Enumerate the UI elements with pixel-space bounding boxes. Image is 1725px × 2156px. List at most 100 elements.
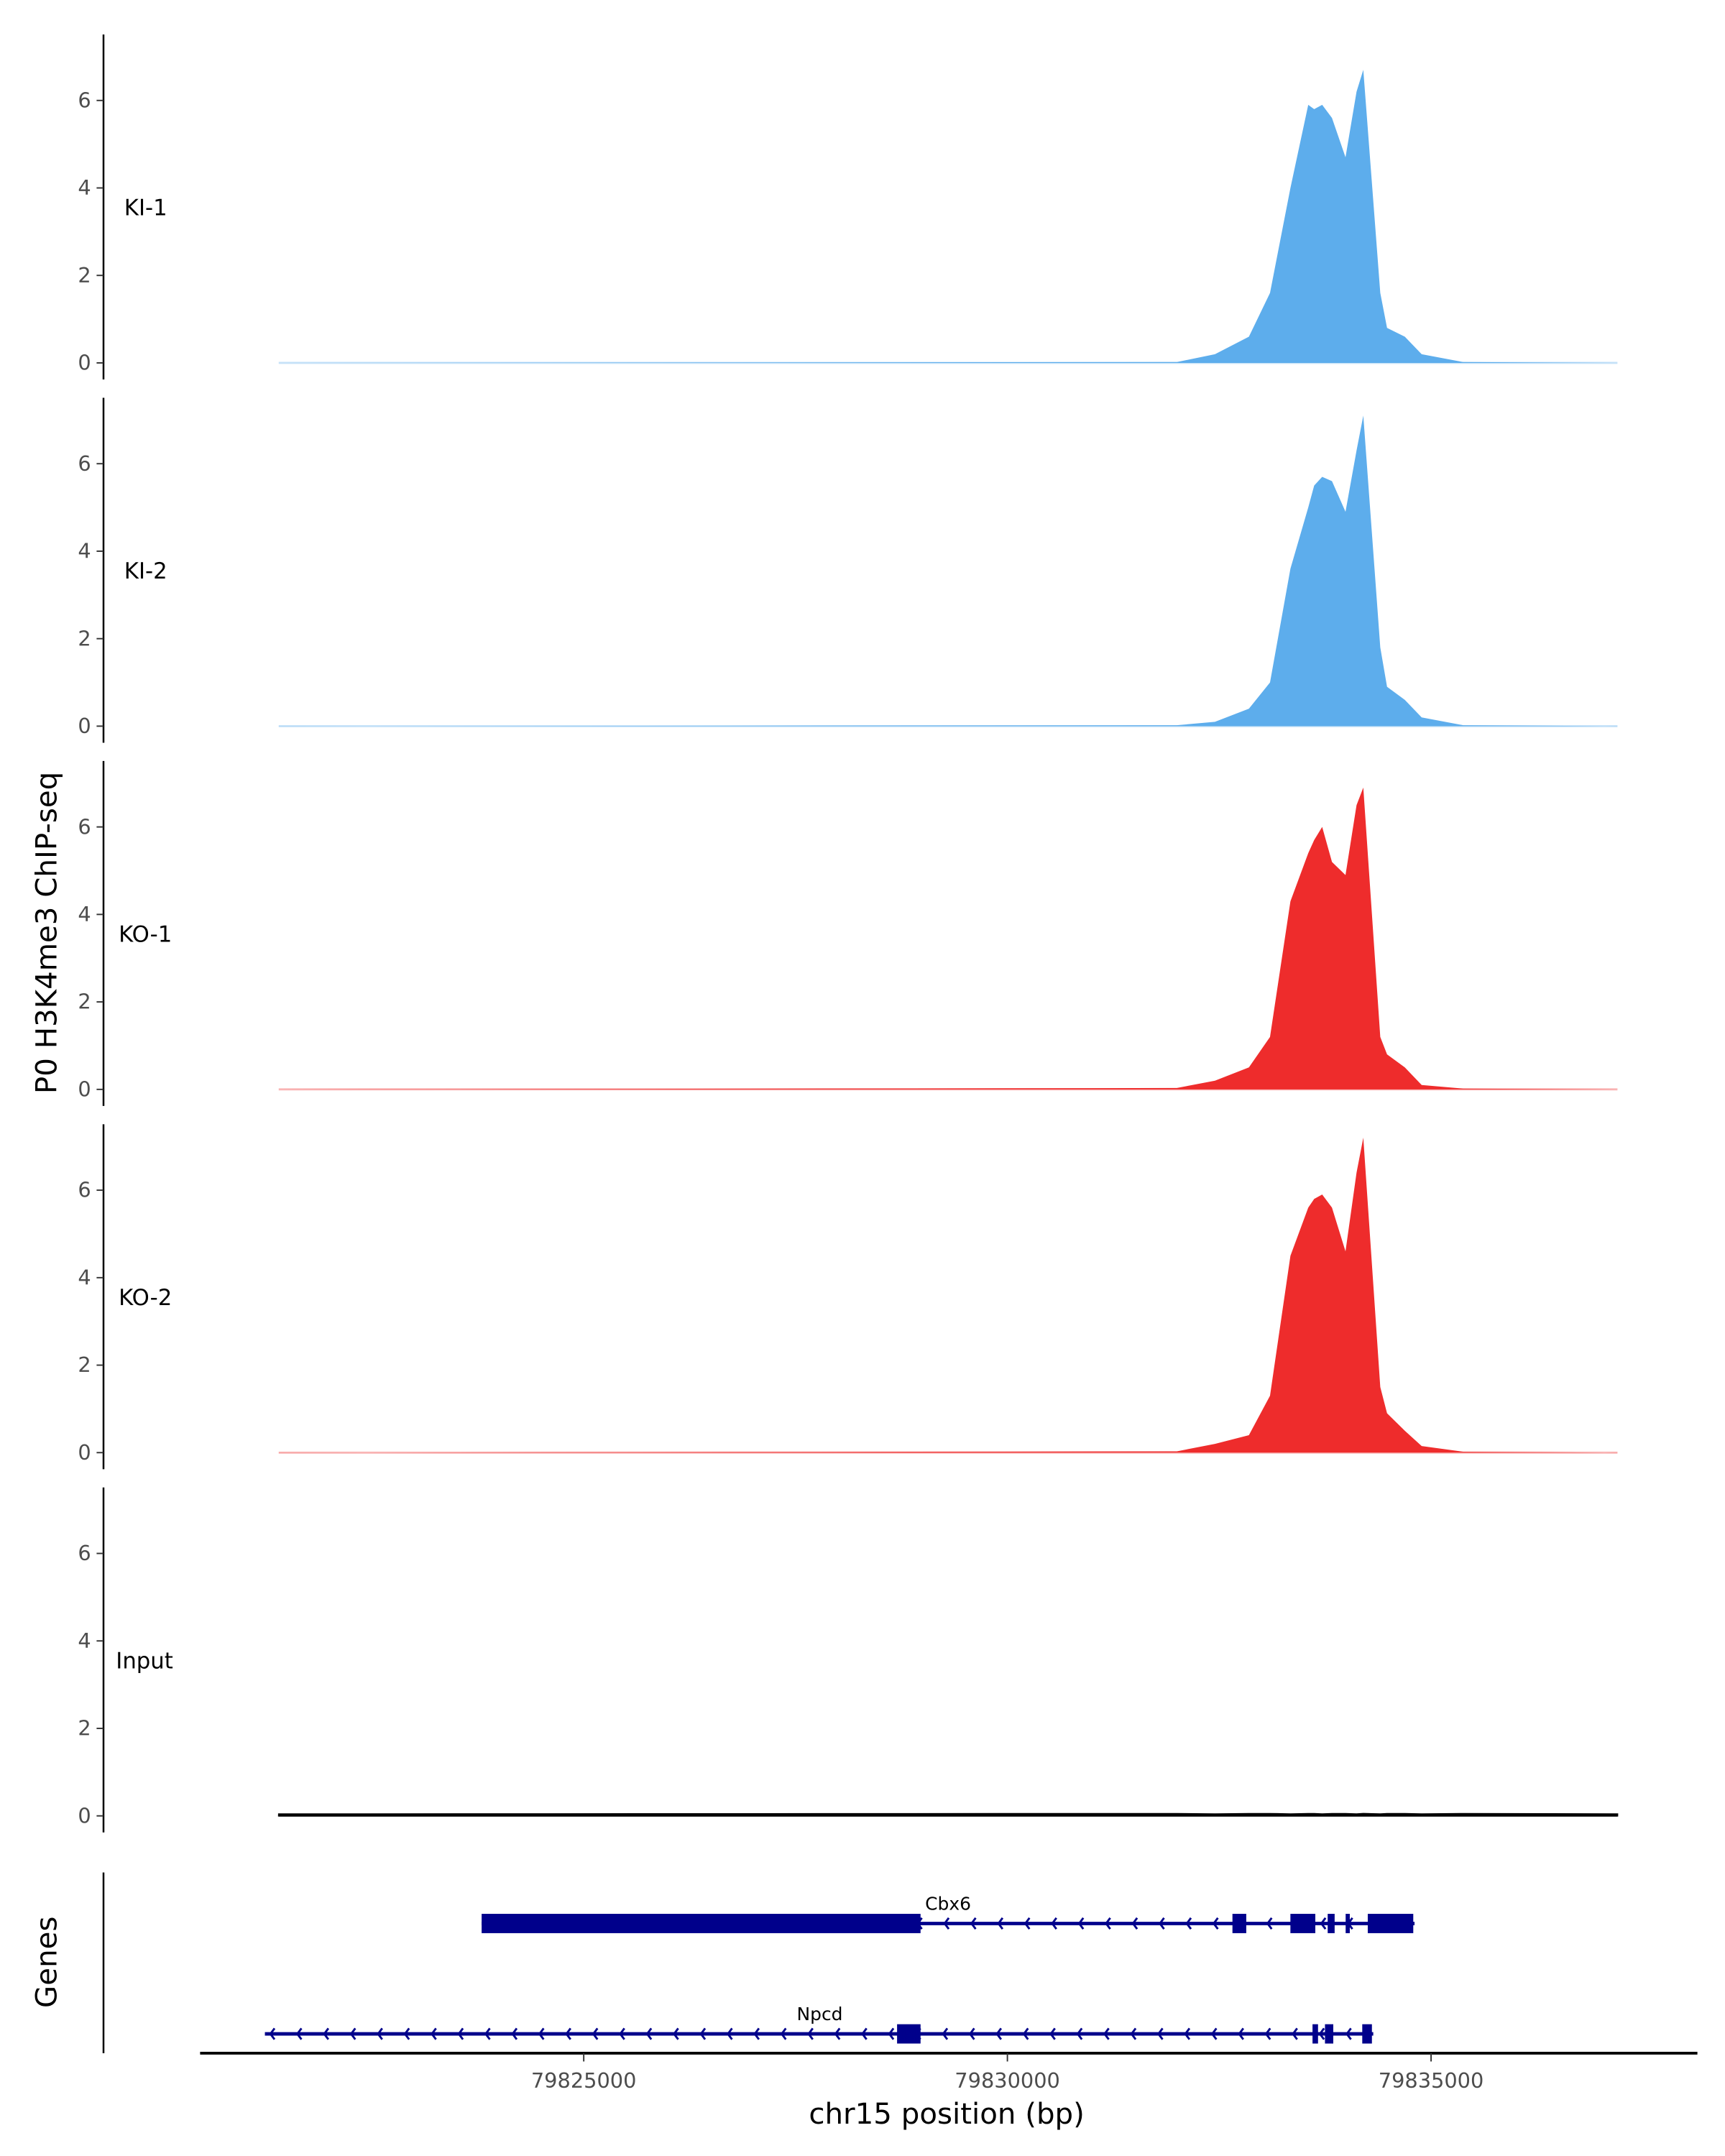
strand-arrow	[1131, 1917, 1138, 1930]
y-tick-label: 0	[78, 1440, 91, 1465]
strand-arrow	[1238, 2027, 1244, 2040]
y-axis-title: P0 H3K4me3 ChIP-seq	[30, 772, 64, 1094]
x-axis-title: chr15 position (bp)	[809, 2097, 1085, 2131]
gene-name: Cbx6	[925, 1893, 971, 1914]
y-tick-label: 2	[78, 1353, 91, 1377]
track-ko-2: 0 2 4 6 KO-2	[78, 1124, 1618, 1470]
y-tick-label: 6	[78, 88, 91, 112]
strand-arrow	[1024, 1917, 1031, 1930]
strand-arrow	[1212, 1917, 1219, 1930]
strand-arrow	[1076, 2027, 1083, 2040]
strand-arrow	[1051, 1917, 1057, 1930]
exon	[1325, 2024, 1333, 2044]
track-ki-2: 0 2 4 6 KI-2	[78, 397, 1618, 743]
x-tick-label: 79825000	[531, 2068, 637, 2093]
y-tick-label: 2	[78, 990, 91, 1014]
strand-arrow	[1264, 2027, 1271, 2040]
y-tick-label: 0	[78, 714, 91, 738]
signal-area	[278, 70, 1618, 363]
strand-arrow	[888, 2027, 895, 2040]
track-label: KI-2	[124, 558, 167, 584]
strand-arrow	[995, 2027, 1003, 2040]
track-label: Input	[116, 1648, 173, 1674]
exon	[1312, 2024, 1318, 2044]
strand-arrow	[645, 2027, 653, 2040]
strand-arrow	[673, 2027, 679, 2040]
strand-arrow	[1185, 1917, 1192, 1930]
track-label: KO-2	[119, 1285, 172, 1311]
strand-arrow	[1156, 2027, 1164, 2040]
track-label: KO-1	[119, 921, 172, 947]
strand-arrow	[943, 1917, 950, 1930]
track-label: KI-1	[124, 195, 167, 221]
strand-arrow	[1292, 2027, 1298, 2040]
x-tick-label: 79835000	[1379, 2068, 1484, 2093]
gene-cbx6: Cbx6	[482, 1893, 1415, 1933]
strand-arrow	[295, 2027, 303, 2040]
y-tick-label: 4	[78, 539, 91, 563]
exon	[482, 1914, 921, 1933]
strand-arrow	[970, 1917, 977, 1930]
strand-arrow	[1266, 1917, 1273, 1930]
strand-arrow	[753, 2027, 760, 2040]
strand-arrow	[1346, 2027, 1352, 2040]
strand-arrow	[968, 2027, 975, 2040]
y-tick-label: 4	[78, 1265, 91, 1289]
strand-arrow	[349, 2027, 356, 2040]
strand-arrow	[699, 2027, 707, 2040]
exon	[897, 2024, 921, 2044]
exon	[1362, 2024, 1372, 2044]
strand-arrow	[861, 2027, 868, 2040]
strand-arrow	[1077, 1917, 1085, 1930]
signal-area	[278, 1138, 1618, 1453]
signal-area	[277, 1812, 1619, 1817]
strand-arrow	[942, 2027, 949, 2040]
strand-arrow	[780, 2027, 787, 2040]
y-tick-label: 0	[78, 1803, 91, 1828]
track-ko-1: 0 2 4 6 KO-1	[78, 760, 1618, 1106]
strand-arrow	[726, 2027, 733, 2040]
strand-arrow	[1105, 1917, 1111, 1930]
strand-arrow	[484, 2027, 491, 2040]
strand-arrow	[377, 2027, 383, 2040]
y-tick-label: 6	[78, 1541, 91, 1565]
y-tick-label: 2	[78, 626, 91, 650]
gene-npcd: Npcd	[264, 2004, 1374, 2044]
strand-arrow	[565, 2027, 571, 2040]
strand-arrow	[269, 2027, 276, 2040]
track-ki-1: 0 2 4 6 KI-1	[78, 34, 1618, 379]
y-tick-label: 6	[78, 814, 91, 839]
x-tick-label: 79830000	[954, 2068, 1060, 2093]
strand-arrow	[807, 2027, 814, 2040]
strand-arrow	[457, 2027, 464, 2040]
exon	[1328, 1914, 1335, 1933]
y-tick-label: 4	[78, 1628, 91, 1653]
strand-arrow	[1049, 2027, 1056, 2040]
strand-arrow	[592, 2027, 599, 2040]
y-tick-label: 0	[78, 1077, 91, 1101]
y-tick-label: 0	[78, 351, 91, 375]
y-tick-label: 2	[78, 1716, 91, 1741]
strand-arrow	[1210, 2027, 1218, 2040]
strand-arrow	[403, 2027, 410, 2040]
exon	[1290, 1914, 1316, 1933]
track-input: 0 2 4 6 Input	[78, 1487, 1619, 1833]
exon	[1367, 1914, 1414, 1933]
y-tick-label: 4	[78, 175, 91, 200]
strand-arrow	[619, 2027, 625, 2040]
exon	[1346, 1914, 1350, 1933]
y-tick-label: 4	[78, 902, 91, 926]
strand-arrow	[1320, 1917, 1327, 1930]
strand-arrow	[431, 2027, 437, 2040]
strand-arrow	[1103, 2027, 1110, 2040]
signal-area	[278, 787, 1618, 1089]
y-tick-label: 6	[78, 1178, 91, 1202]
strand-arrow	[1022, 2027, 1029, 2040]
strand-arrow	[1184, 2027, 1191, 2040]
strand-arrow	[1158, 1917, 1165, 1930]
strand-arrow	[511, 2027, 518, 2040]
strand-arrow	[997, 1917, 1004, 1930]
genes-axis-title: Genes	[30, 1917, 64, 2008]
y-tick-label: 2	[78, 263, 91, 287]
